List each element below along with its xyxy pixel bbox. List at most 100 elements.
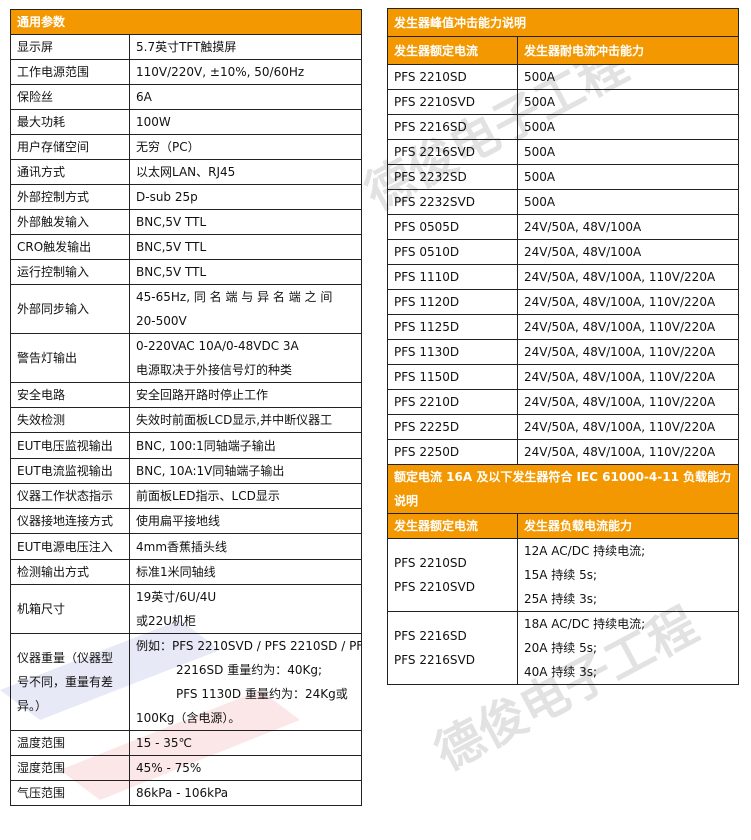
param-value: 失效时前面板LCD显示,并中断仪器工	[129, 407, 362, 433]
model-name: PFS 2216SD	[394, 629, 467, 643]
surge-capability: 24V/50A, 48V/100A, 110V/220A	[517, 389, 739, 415]
param-label: 气压范围	[10, 780, 130, 806]
table-row: 通讯方式 以太网LAN、RJ45	[10, 159, 362, 185]
param-label: 用户存储空间	[10, 134, 130, 160]
model-name: PFS 2210D	[387, 389, 518, 415]
load-title: 额定电流 16A 及以下发生器符合 IEC 61000-4-11 负载能力说明	[387, 464, 739, 514]
load-line: 40A 持续 3s;	[524, 665, 598, 679]
table-row: 用户存储空间 无穷（PC）	[10, 134, 362, 160]
param-value: 19英寸/6U/4U 或22U机柜	[129, 584, 362, 634]
model-names: PFS 2210SD PFS 2210SVD	[387, 538, 518, 612]
param-value: 100W	[129, 109, 362, 135]
load-capability: 12A AC/DC 持续电流; 15A 持续 5s; 25A 持续 3s;	[517, 538, 739, 612]
general-params-table: 通用参数 显示屏 5.7英寸TFT触摸屏 工作电源范围 110V/220V, ±10%,…	[10, 9, 362, 806]
table-row: PFS 1120D 24V/50A, 48V/100A, 110V/220A	[387, 289, 739, 315]
surge-capability: 24V/50A, 48V/100A, 110V/220A	[517, 264, 739, 290]
load-line: 18A AC/DC 持续电流;	[524, 617, 646, 631]
param-label: 保险丝	[10, 84, 130, 110]
surge-capability: 24V/50A, 48V/100A, 110V/220A	[517, 289, 739, 315]
param-value: 15 - 35℃	[129, 730, 362, 756]
param-value-line: 电源取决于外接信号灯的种类	[136, 363, 293, 377]
param-value: 0-220VAC 10A/0-48VDC 3A 电源取决于外接信号灯的种类	[129, 333, 362, 383]
table-row: 气压范围 86kPa - 106kPa	[10, 780, 362, 806]
param-value: 以太网LAN、RJ45	[129, 159, 362, 185]
param-value: 6A	[129, 84, 362, 110]
model-name: PFS 2225D	[387, 414, 518, 440]
table-row: 外部触发输入 BNC,5V TTL	[10, 209, 362, 235]
param-label: 安全电路	[10, 382, 130, 408]
param-value-line: 0-220VAC 10A/0-48VDC 3A	[136, 339, 299, 353]
param-value-line: 100Kg（含电源）。	[136, 711, 241, 725]
load-line: 12A AC/DC 持续电流;	[524, 544, 646, 558]
surge-capability: 500A	[517, 139, 739, 165]
model-names: PFS 2216SD PFS 2216SVD	[387, 611, 518, 685]
param-value-line: BNC,5V TTL	[136, 265, 207, 279]
surge-capability-table: 发生器峰值冲击能力说明 发生器额定电流 发生器耐电流冲击能力 PFS 2210SD…	[387, 8, 739, 685]
param-label: 仪器工作状态指示	[10, 483, 130, 509]
surge-capability: 24V/50A, 48V/100A, 110V/220A	[517, 439, 739, 465]
param-label: 工作电源范围	[10, 59, 130, 85]
param-value-line: BNC, 10A:1V同轴端子输出	[136, 464, 285, 478]
table-row: EUT电流监视输出 BNC, 10A:1V同轴端子输出	[10, 458, 362, 484]
param-value: 标准1米同轴线	[129, 559, 362, 585]
surge-col1-header: 发生器额定电流	[387, 36, 518, 65]
param-label: 外部触发输入	[10, 209, 130, 235]
param-value-line: 或22U机柜	[136, 614, 197, 628]
param-label: EUT电压监视输出	[10, 432, 130, 459]
model-name: PFS 1130D	[387, 339, 518, 365]
surge-capability: 500A	[517, 89, 739, 115]
table-row: PFS 1110D 24V/50A, 48V/100A, 110V/220A	[387, 264, 739, 290]
table-row: 工作电源范围 110V/220V, ±10%, 50/60Hz	[10, 59, 362, 85]
table-row: PFS 2232SD 500A	[387, 164, 739, 190]
model-name: PFS 1150D	[387, 364, 518, 390]
param-value-line: PFS 1130D 重量约为：24Kg或	[176, 687, 348, 701]
param-value: 110V/220V, ±10%, 50/60Hz	[129, 59, 362, 85]
table-row: EUT电源电压注入 4mm香蕉插头线	[10, 533, 362, 560]
table-row: 外部同步输入 45-65Hz, 同 名 端 与 异 名 端 之 间 20-500V	[10, 284, 362, 334]
table-row: PFS 1130D 24V/50A, 48V/100A, 110V/220A	[387, 339, 739, 365]
param-value-line: BNC,5V TTL	[136, 240, 207, 254]
param-value: BNC,5V TTL	[129, 209, 362, 235]
param-value-line: 前面板LED指示、LCD显示	[136, 489, 280, 503]
surge-capability: 500A	[517, 164, 739, 190]
model-name: PFS 2232SD	[387, 164, 518, 190]
table-row: 湿度范围 45% - 75%	[10, 755, 362, 781]
param-value: BNC,5V TTL	[129, 234, 362, 260]
param-label: 外部同步输入	[10, 284, 130, 334]
param-label: EUT电源电压注入	[10, 533, 130, 560]
table-row: 最大功耗 100W	[10, 109, 362, 135]
table-row: 失效检测 失效时前面板LCD显示,并中断仪器工	[10, 407, 362, 433]
table-row: 仪器接地连接方式 使用扁平接地线	[10, 508, 362, 534]
param-value-line: BNC,5V TTL	[136, 215, 207, 229]
param-label: 仪器重量（仪器型号不同，重量有差异。）	[10, 633, 130, 731]
param-value-line: 4mm香蕉插头线	[136, 539, 228, 554]
table-row: PFS 2210SD 500A	[387, 64, 739, 90]
param-value-line: 5.7英寸TFT触摸屏	[136, 40, 237, 54]
param-value: 无穷（PC）	[129, 134, 362, 160]
surge-title: 发生器峰值冲击能力说明	[387, 8, 739, 37]
table-row: 安全电路 安全回路开路时停止工作	[10, 382, 362, 408]
table-row: PFS 0505D 24V/50A, 48V/100A	[387, 214, 739, 240]
table-row: EUT电压监视输出 BNC, 100:1同轴端子输出	[10, 432, 362, 459]
param-value: BNC, 100:1同轴端子输出	[129, 432, 362, 459]
table-row: 温度范围 15 - 35℃	[10, 730, 362, 756]
table-row: PFS 1125D 24V/50A, 48V/100A, 110V/220A	[387, 314, 739, 340]
table-row: PFS 2210SD PFS 2210SVD 12A AC/DC 持续电流; 15A …	[387, 538, 739, 612]
model-name: PFS 2216SVD	[387, 139, 518, 165]
param-value-line: 以太网LAN、RJ45	[136, 165, 236, 179]
general-params-title: 通用参数	[10, 9, 362, 35]
surge-capability: 500A	[517, 189, 739, 215]
param-value-line: 19英寸/6U/4U	[136, 590, 217, 604]
table-row: PFS 2225D 24V/50A, 48V/100A, 110V/220A	[387, 414, 739, 440]
param-label: 外部控制方式	[10, 184, 130, 210]
table-row: PFS 2210D 24V/50A, 48V/100A, 110V/220A	[387, 389, 739, 415]
surge-capability: 24V/50A, 48V/100A, 110V/220A	[517, 314, 739, 340]
param-value: 安全回路开路时停止工作	[129, 382, 362, 408]
table-row: PFS 1150D 24V/50A, 48V/100A, 110V/220A	[387, 364, 739, 390]
param-value-line: 无穷（PC）	[136, 140, 200, 154]
param-label: 机箱尺寸	[10, 584, 130, 634]
table-row: PFS 2216SD 500A	[387, 114, 739, 140]
param-value: 使用扁平接地线	[129, 508, 362, 534]
model-name: PFS 1110D	[387, 264, 518, 290]
table-row: 运行控制输入 BNC,5V TTL	[10, 259, 362, 285]
